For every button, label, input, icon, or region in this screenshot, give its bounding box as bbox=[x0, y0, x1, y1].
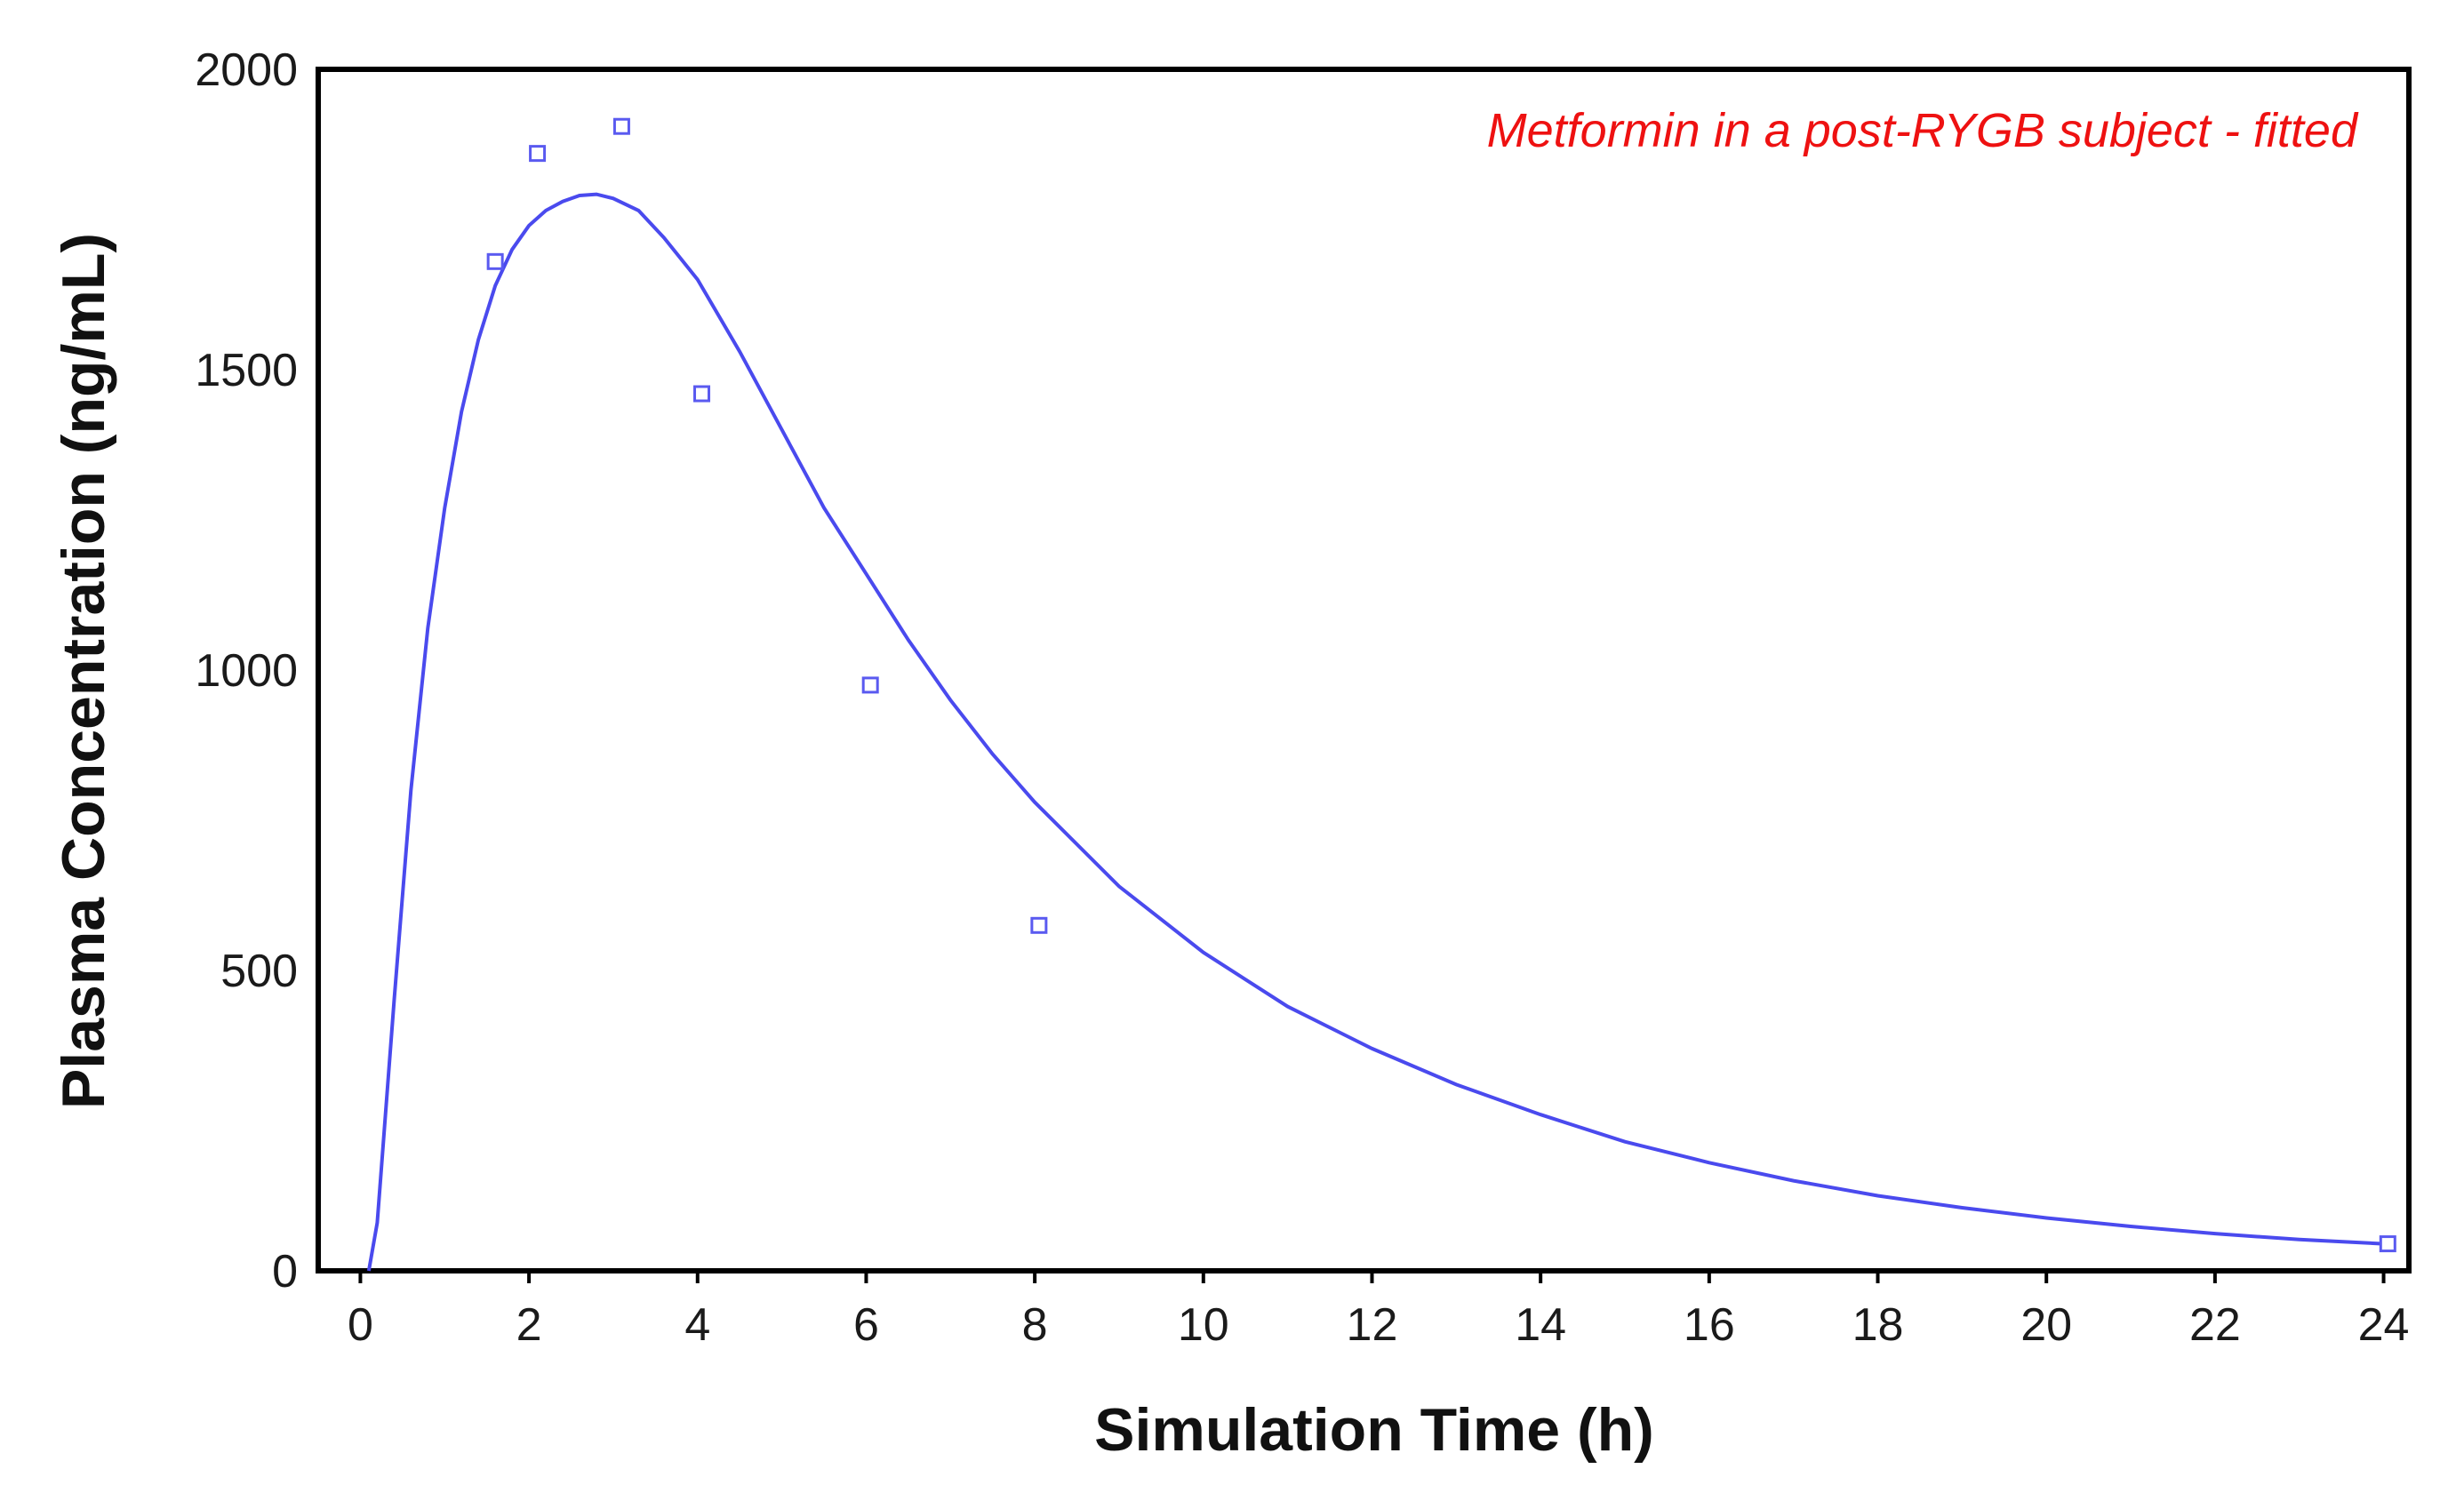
x-tick-label: 8 bbox=[1022, 1299, 1048, 1351]
observed-point bbox=[693, 385, 711, 403]
x-tick-label: 10 bbox=[1178, 1299, 1229, 1351]
x-tick-label: 24 bbox=[2358, 1299, 2410, 1351]
x-axis-title: Simulation Time (h) bbox=[1094, 1396, 1654, 1464]
x-tick-label: 12 bbox=[1347, 1299, 1398, 1351]
x-tick-label: 22 bbox=[2189, 1299, 2241, 1351]
x-tick-label: 14 bbox=[1515, 1299, 1566, 1351]
observed-points bbox=[486, 117, 2396, 1253]
y-tick-label: 1000 bbox=[195, 645, 298, 697]
observed-point bbox=[612, 117, 630, 135]
observed-point bbox=[486, 252, 504, 270]
observed-point bbox=[861, 676, 879, 694]
y-tick-label: 500 bbox=[220, 946, 298, 997]
y-axis-title: Plasma Concentration (ng/mL) bbox=[50, 233, 117, 1109]
observed-point bbox=[1030, 916, 1048, 934]
annotation: Metformin in a post-RYGB subject - fitte… bbox=[1487, 104, 2359, 157]
x-tick-label: 16 bbox=[1684, 1299, 1735, 1351]
y-tick-label: 1500 bbox=[195, 345, 298, 396]
plot-frame bbox=[316, 67, 2412, 1273]
observed-point bbox=[529, 145, 547, 163]
x-tick-label: 6 bbox=[853, 1299, 879, 1351]
x-axis-ticks: 0 2 4 6 8 10 12 14 16 18 20 22 24 bbox=[348, 1271, 2410, 1351]
y-tick-label: 2000 bbox=[195, 44, 298, 96]
y-tick-label: 0 bbox=[272, 1246, 298, 1297]
x-tick-label: 18 bbox=[1852, 1299, 1904, 1351]
y-axis-ticks: 0 500 1000 1500 2000 bbox=[195, 44, 298, 1297]
x-tick-label: 2 bbox=[516, 1299, 542, 1351]
fitted-curve bbox=[366, 192, 2384, 1272]
x-tick-label: 0 bbox=[348, 1299, 373, 1351]
x-tick-label: 4 bbox=[684, 1299, 710, 1351]
x-tick-label: 20 bbox=[2020, 1299, 2072, 1351]
observed-point bbox=[2379, 1235, 2396, 1253]
